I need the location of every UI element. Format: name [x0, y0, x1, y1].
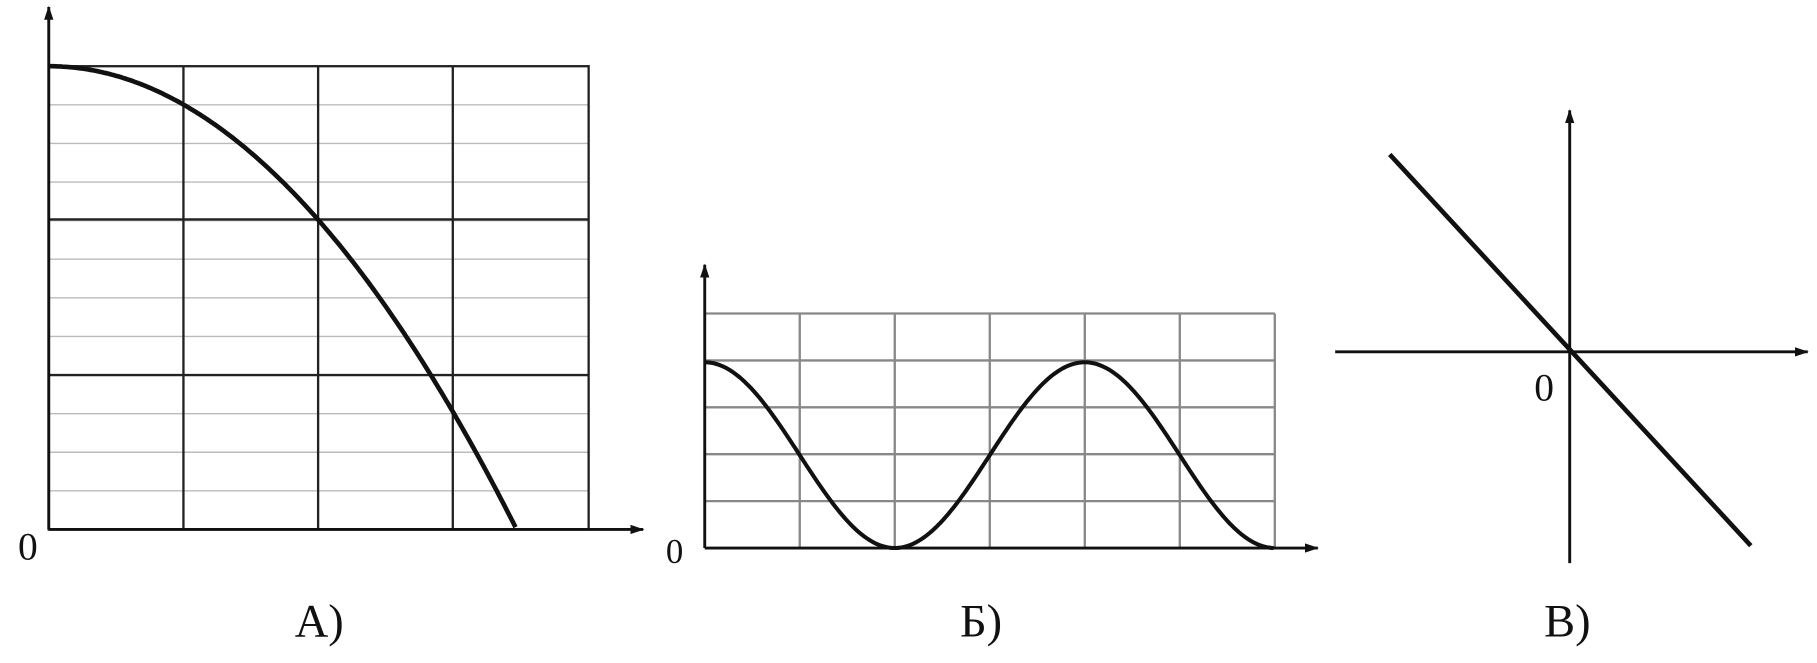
origin-label: 0 — [666, 532, 683, 571]
line — [1388, 152, 1753, 548]
caption: А) — [295, 596, 344, 647]
origin-label: 0 — [1534, 366, 1554, 410]
panel-c: 0 В) — [1335, 109, 1809, 647]
panel-b: 0 Б) — [666, 263, 1319, 647]
origin-label: 0 — [18, 525, 38, 569]
panel-a: 0 А) — [18, 5, 645, 647]
curve — [704, 360, 1274, 551]
curve — [48, 63, 518, 529]
caption: Б) — [960, 596, 1002, 647]
caption: В) — [1544, 596, 1590, 647]
